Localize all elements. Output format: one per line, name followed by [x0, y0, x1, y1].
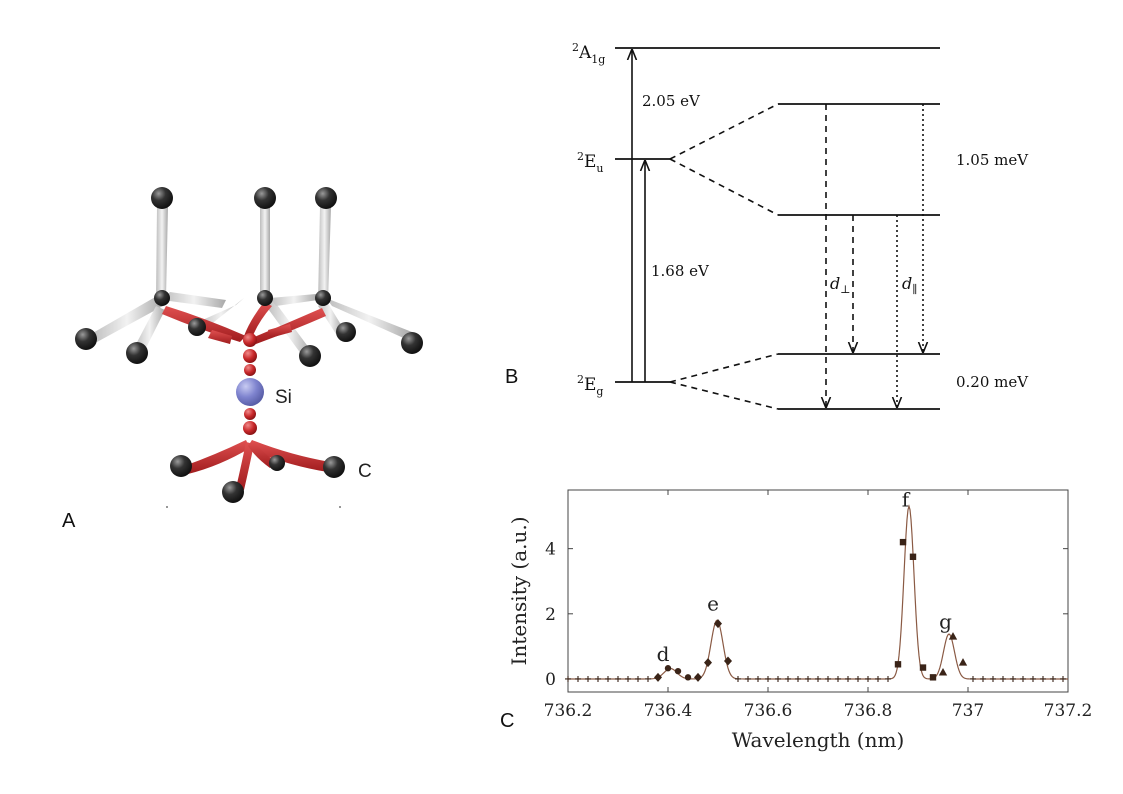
peak-label: d: [657, 642, 670, 666]
data-point-plus: [575, 675, 581, 682]
dot-left: [166, 506, 168, 508]
data-point-plus: [645, 675, 651, 682]
data-point-plus: [1040, 675, 1046, 682]
label-d-par: d∥: [902, 274, 917, 296]
x-axis-label: Wavelength (nm): [732, 728, 905, 752]
x-tick-label: 737.2: [1044, 701, 1093, 721]
lower-red-bonds: [184, 440, 330, 490]
silicon-atom: [236, 378, 264, 406]
data-point-square: [919, 664, 927, 671]
x-tick-label: 736.6: [744, 701, 793, 721]
y-axis-label: Intensity (a.u.): [507, 516, 531, 665]
dot-right: [339, 506, 341, 508]
plot-frame: [567, 489, 1069, 693]
y-tick-label: 4: [545, 540, 556, 560]
data-point-diamond: [694, 672, 702, 682]
vacancy-spheres: [243, 333, 257, 435]
data-point-circle: [674, 667, 682, 675]
data-point-plus: [735, 675, 741, 682]
data-point-plus: [855, 675, 861, 682]
data-point-plus: [835, 675, 841, 682]
splitting-0-20: 0.20 meV: [956, 373, 1029, 391]
data-point-plus: [980, 675, 986, 682]
data-point-circle: [664, 665, 672, 672]
data-point-plus: [885, 675, 891, 682]
energy-2-05: 2.05 eV: [642, 92, 701, 110]
label-a1g: 2A1g: [572, 41, 605, 66]
x-axis-ticks: 736.2 736.4 736.6 736.8 737 737.2: [544, 490, 1093, 721]
data-point-plus: [585, 675, 591, 682]
panel-label-c: C: [500, 710, 515, 732]
data-point-plus: [875, 675, 881, 682]
data-point-plus: [605, 675, 611, 682]
data-point-triangle: [948, 632, 958, 640]
data-point-triangle: [958, 658, 968, 666]
peak-label: e: [707, 592, 719, 616]
data-point-plus: [1010, 675, 1016, 682]
data-point-plus: [1020, 675, 1026, 682]
data-point-plus: [785, 675, 791, 682]
peak-label: f: [902, 487, 911, 511]
data-point-plus: [1030, 675, 1036, 682]
data-point-square: [899, 538, 907, 546]
x-tick-label: 737: [952, 701, 984, 721]
data-point-diamond: [704, 658, 712, 668]
data-point-plus: [765, 675, 771, 682]
data-point-plus: [825, 675, 831, 682]
fit-curve: [568, 504, 1068, 680]
x-tick-label: 736.4: [644, 701, 693, 721]
data-point-plus: [865, 675, 871, 682]
carbon-atoms: [75, 187, 423, 503]
data-point-square: [909, 553, 917, 560]
data-point-plus: [775, 675, 781, 682]
data-point-square: [894, 661, 902, 668]
data-point-plus: [970, 675, 976, 682]
c-label: C: [358, 461, 372, 482]
data-point-diamond: [714, 619, 722, 629]
label-eu: 2Eu: [577, 150, 604, 175]
energy-1-68: 1.68 eV: [651, 262, 710, 280]
peak-label: g: [939, 609, 952, 633]
label-eg: 2Eg: [577, 373, 603, 398]
data-point-plus: [1060, 675, 1066, 682]
y-axis-ticks: 0 2 4: [545, 540, 1068, 690]
data-point-circle: [684, 674, 692, 681]
data-point-plus: [565, 675, 571, 682]
y-tick-label: 2: [545, 605, 556, 625]
data-point-plus: [815, 675, 821, 682]
data-point-plus: [990, 675, 996, 682]
label-d-perp: d⊥: [830, 274, 851, 296]
data-point-plus: [615, 675, 621, 682]
data-point-plus: [635, 675, 641, 682]
data-point-plus: [595, 675, 601, 682]
data-point-diamond: [654, 672, 662, 682]
peak-labels: d e f g: [657, 487, 953, 666]
splitting-1-05: 1.05 meV: [956, 151, 1029, 169]
data-point-plus: [1050, 675, 1056, 682]
y-tick-label: 0: [545, 670, 556, 690]
panel-label-b: B: [505, 366, 519, 388]
splitting-lines: [669, 103, 779, 410]
si-label: Si: [275, 387, 292, 408]
data-point-triangle: [938, 667, 948, 676]
x-tick-label: 736.2: [544, 701, 593, 721]
data-markers: [565, 538, 1066, 682]
data-point-diamond: [724, 656, 732, 666]
data-point-square: [929, 674, 937, 681]
data-point-plus: [1000, 675, 1006, 682]
data-point-plus: [625, 675, 631, 682]
data-point-plus: [755, 675, 761, 682]
data-point-plus: [745, 675, 751, 682]
data-point-plus: [805, 675, 811, 682]
x-tick-label: 736.8: [844, 701, 893, 721]
data-point-plus: [795, 675, 801, 682]
data-point-plus: [845, 675, 851, 682]
panel-label-a: A: [62, 510, 76, 532]
